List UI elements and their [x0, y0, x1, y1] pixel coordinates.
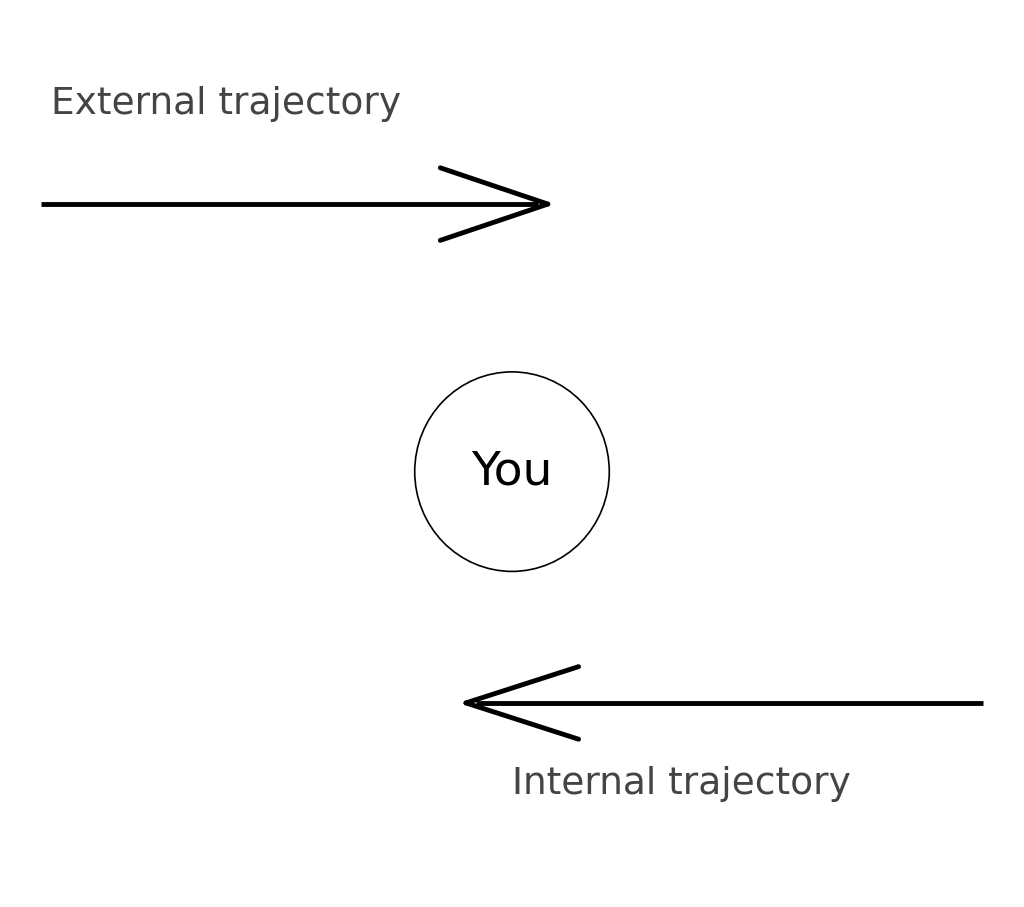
Ellipse shape — [415, 372, 609, 571]
Text: You: You — [471, 449, 553, 494]
Text: Internal trajectory: Internal trajectory — [512, 766, 851, 803]
Text: External trajectory: External trajectory — [51, 86, 401, 122]
